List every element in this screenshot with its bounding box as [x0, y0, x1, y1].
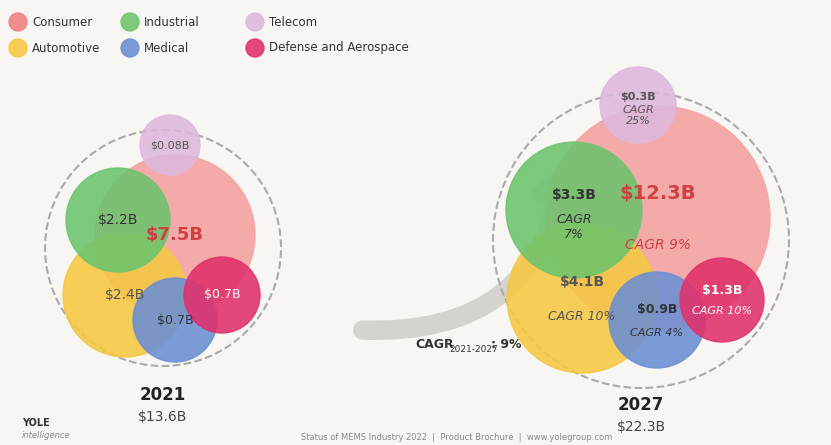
Circle shape — [246, 13, 264, 31]
Circle shape — [507, 223, 657, 373]
Text: CAGR
25%: CAGR 25% — [622, 105, 654, 126]
Text: Medical: Medical — [144, 41, 189, 54]
Text: Consumer: Consumer — [32, 16, 92, 28]
Text: $12.3B: $12.3B — [620, 184, 696, 203]
FancyArrowPatch shape — [363, 178, 576, 330]
Text: intelligence: intelligence — [22, 430, 71, 440]
Text: CAGR 10%: CAGR 10% — [692, 306, 752, 316]
Text: $0.9B: $0.9B — [637, 303, 677, 316]
Text: 2027: 2027 — [617, 396, 664, 414]
Text: $2.2B: $2.2B — [98, 213, 138, 227]
Text: $3.3B: $3.3B — [552, 188, 597, 202]
Text: : 9%: : 9% — [491, 339, 522, 352]
Circle shape — [609, 272, 705, 368]
Text: Telecom: Telecom — [269, 16, 317, 28]
Circle shape — [506, 142, 642, 278]
Circle shape — [121, 39, 139, 57]
Text: CAGR
7%: CAGR 7% — [556, 213, 592, 241]
Text: 2021: 2021 — [140, 386, 186, 404]
Circle shape — [9, 39, 27, 57]
Text: $13.6B: $13.6B — [138, 410, 188, 424]
Circle shape — [680, 258, 764, 342]
Circle shape — [95, 155, 255, 315]
Circle shape — [66, 168, 170, 272]
Text: CAGR 10%: CAGR 10% — [548, 310, 616, 323]
Text: $0.7B: $0.7B — [204, 288, 240, 302]
Text: 2021-2027: 2021-2027 — [449, 345, 498, 355]
Circle shape — [184, 257, 260, 333]
Text: $1.3B: $1.3B — [702, 284, 742, 297]
Text: Status of MEMS Industry 2022  |  Product Brochure  |  www.yolegroup.com: Status of MEMS Industry 2022 | Product B… — [302, 433, 612, 441]
Text: CAGR 9%: CAGR 9% — [625, 238, 691, 251]
Circle shape — [9, 13, 27, 31]
Text: CAGR: CAGR — [415, 339, 454, 352]
Text: $0.08B: $0.08B — [150, 140, 189, 150]
Text: $22.3B: $22.3B — [617, 420, 666, 434]
Text: $4.1B: $4.1B — [559, 275, 605, 288]
Text: $7.5B: $7.5B — [146, 226, 204, 244]
Text: $0.3B: $0.3B — [620, 92, 656, 101]
Circle shape — [140, 115, 200, 175]
Text: CAGR 4%: CAGR 4% — [631, 328, 684, 338]
Circle shape — [133, 278, 217, 362]
Text: Industrial: Industrial — [144, 16, 199, 28]
Text: YOLE: YOLE — [22, 418, 50, 428]
Text: $2.4B: $2.4B — [105, 288, 145, 302]
Text: Automotive: Automotive — [32, 41, 101, 54]
Text: $0.7B: $0.7B — [157, 313, 194, 327]
Text: Defense and Aerospace: Defense and Aerospace — [269, 41, 409, 54]
Circle shape — [546, 106, 770, 330]
Circle shape — [600, 67, 676, 143]
Circle shape — [121, 13, 139, 31]
Circle shape — [246, 39, 264, 57]
Circle shape — [63, 233, 187, 357]
